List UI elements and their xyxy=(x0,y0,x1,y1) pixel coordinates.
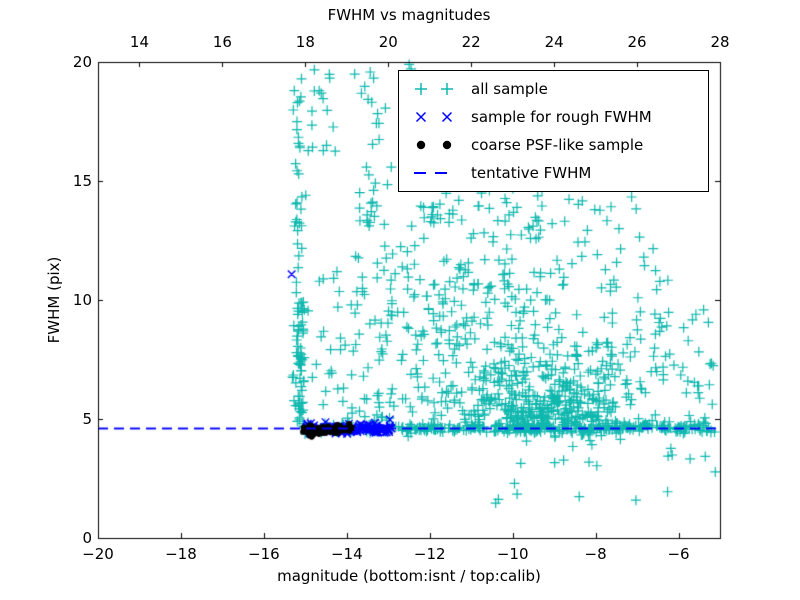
plus-marker-icon xyxy=(415,83,453,95)
x-tick-label: −8 xyxy=(584,545,607,563)
legend-label: all sample xyxy=(471,80,548,98)
dot-marker-icon xyxy=(416,140,452,150)
legend-item-rough-fwhm: sample for rough FWHM xyxy=(411,104,708,130)
x-axis-label: magnitude (bottom:isnt / top:calib) xyxy=(277,567,541,585)
top-tick-label: 18 xyxy=(295,33,315,51)
dashed-line-icon xyxy=(414,172,447,174)
x-tick-label: −16 xyxy=(248,545,280,563)
x-tick-label: −18 xyxy=(165,545,197,563)
y-tick-label: 10 xyxy=(72,291,92,309)
legend: all sample sample for rough FWHM coarse … xyxy=(398,70,709,192)
y-tick-label: 5 xyxy=(82,410,92,428)
legend-item-all-sample: all sample xyxy=(411,76,708,102)
legend-label: tentative FWHM xyxy=(471,164,592,182)
legend-item-tentative-fwhm: tentative FWHM xyxy=(411,160,708,186)
legend-item-psf-sample: coarse PSF-like sample xyxy=(411,132,708,158)
top-tick-label: 26 xyxy=(627,33,647,51)
top-tick-label: 28 xyxy=(710,33,730,51)
x-tick-label: −10 xyxy=(496,545,529,563)
top-tick-label: 16 xyxy=(212,33,232,51)
x-tick-label: −6 xyxy=(667,545,690,563)
top-tick-label: 22 xyxy=(461,33,481,51)
top-tick-label: 24 xyxy=(544,33,564,51)
y-tick-label: 0 xyxy=(82,529,92,547)
top-tick-label: 14 xyxy=(129,33,149,51)
y-tick-label: 20 xyxy=(72,53,92,71)
x-tick-label: −12 xyxy=(413,545,446,563)
legend-label: sample for rough FWHM xyxy=(471,108,652,126)
x-tick-label: −20 xyxy=(82,545,114,563)
top-tick-label: 20 xyxy=(378,33,398,51)
x-tick-label: −14 xyxy=(330,545,363,563)
legend-label: coarse PSF-like sample xyxy=(471,136,644,154)
x-marker-icon xyxy=(415,111,453,123)
chart-title: FWHM vs magnitudes xyxy=(327,6,491,24)
y-tick-label: 15 xyxy=(72,172,92,190)
